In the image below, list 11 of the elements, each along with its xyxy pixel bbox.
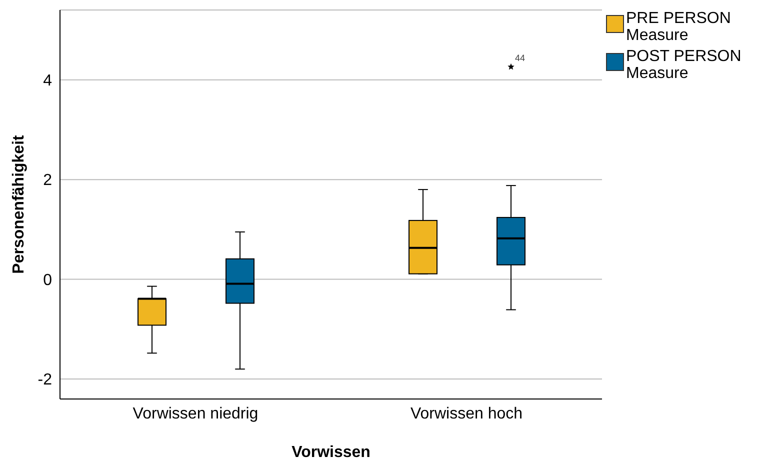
annotation: 44 <box>515 52 526 63</box>
y-axis-title: Personenfähigkeit <box>10 134 28 274</box>
y-tick-label: 0 <box>43 272 52 289</box>
legend-label: POST PERSON Measure <box>626 48 742 82</box>
x-tick-label: Vorwissen niedrig <box>132 405 258 422</box>
y-tick-label: 4 <box>43 72 52 90</box>
y-tick-label: 2 <box>43 172 52 190</box>
x-tick-label: Vorwissen hoch <box>410 405 523 422</box>
x-axis-title: Vorwissen <box>292 444 370 461</box>
legend-label: PRE PERSON Measure <box>626 10 732 44</box>
y-tick-label: -2 <box>38 372 52 389</box>
